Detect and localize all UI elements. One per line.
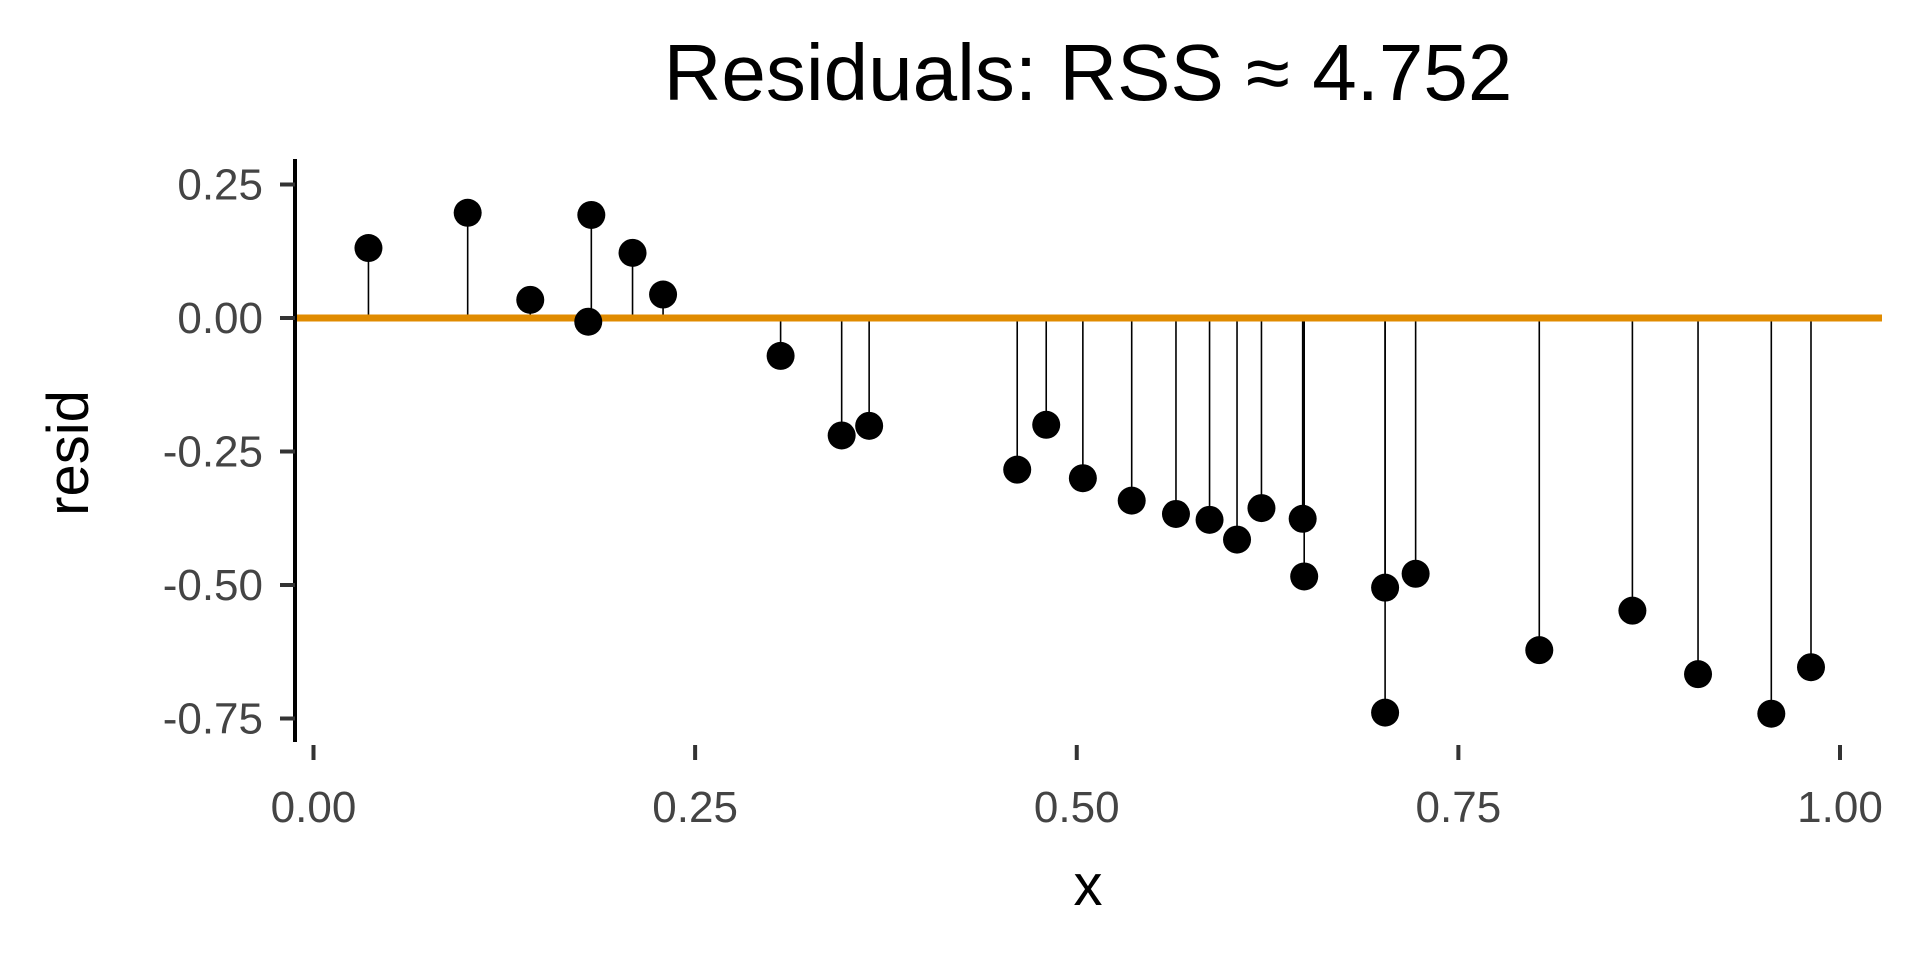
- y-axis: 0.25 0.00 -0.25 -0.50 -0.75: [163, 161, 295, 744]
- residual-point: [1371, 698, 1400, 727]
- residual-point: [577, 200, 606, 229]
- residual-point: [618, 238, 647, 267]
- y-tick-label: -0.75: [163, 695, 263, 744]
- residual-point: [1032, 410, 1061, 439]
- x-tick-label: 0.00: [271, 783, 357, 832]
- residual-point: [855, 411, 884, 440]
- residual-point: [1290, 562, 1319, 591]
- residual-point: [516, 285, 545, 314]
- residual-point: [1401, 559, 1430, 588]
- residual-point: [1684, 660, 1713, 689]
- residual-point: [453, 198, 482, 227]
- residual-point: [827, 421, 856, 450]
- y-tick-label: 0.25: [177, 161, 263, 210]
- residual-point: [1003, 455, 1032, 484]
- x-tick-label: 0.25: [652, 783, 738, 832]
- residual-point: [1525, 636, 1554, 665]
- points: [354, 198, 1825, 728]
- residual-point: [1117, 486, 1146, 515]
- stems: [367, 212, 1812, 714]
- residual-point: [1288, 504, 1317, 533]
- x-tick-label: 0.75: [1416, 783, 1502, 832]
- y-tick-label: 0.00: [177, 294, 263, 343]
- residual-point: [766, 341, 795, 370]
- residual-point: [1618, 596, 1647, 625]
- y-axis-title: resid: [36, 390, 101, 516]
- residual-point: [1757, 699, 1786, 728]
- residual-point: [354, 234, 383, 263]
- y-tick-label: -0.25: [163, 428, 263, 477]
- x-axis-title: x: [1074, 853, 1103, 918]
- x-tick-label: 1.00: [1797, 783, 1883, 832]
- residual-point: [1223, 525, 1252, 554]
- residual-point: [1161, 499, 1190, 528]
- residual-point: [1068, 464, 1097, 493]
- residual-point: [649, 280, 678, 309]
- residual-point: [1195, 505, 1224, 534]
- residual-point: [574, 307, 603, 336]
- residual-point: [1247, 494, 1276, 523]
- x-axis: 0.00 0.25 0.50 0.75 1.00: [271, 745, 1883, 832]
- x-tick-label: 0.50: [1034, 783, 1120, 832]
- y-tick-label: -0.50: [163, 561, 263, 610]
- chart-title: Residuals: RSS ≈ 4.752: [664, 28, 1513, 117]
- residual-point: [1371, 573, 1400, 602]
- residual-point: [1796, 653, 1825, 682]
